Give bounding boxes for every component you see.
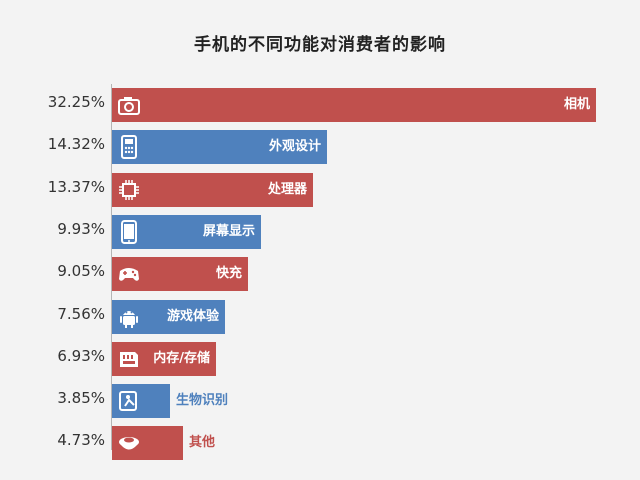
value-label: 3.85% bbox=[57, 389, 105, 408]
category-label: 内存/存储 bbox=[153, 350, 210, 366]
value-label: 32.25% bbox=[47, 93, 105, 111]
category-label: 外观设计 bbox=[268, 139, 321, 155]
category-label: 快充 bbox=[215, 266, 242, 282]
value-label: 9.05% bbox=[57, 262, 105, 281]
value-label: 13.37% bbox=[47, 177, 105, 196]
bowl-icon bbox=[116, 430, 142, 456]
value-label: 7.56% bbox=[57, 304, 105, 323]
bar: 游戏体验 bbox=[112, 299, 225, 334]
y-axis-line bbox=[111, 84, 112, 450]
category-label: 相机 bbox=[563, 97, 590, 112]
value-label: 9.93% bbox=[57, 219, 105, 238]
bar: 快充 bbox=[112, 257, 248, 292]
camera-icon bbox=[116, 92, 142, 118]
chip-icon bbox=[116, 177, 142, 203]
category-label: 生物识别 bbox=[176, 393, 229, 409]
fingerprint-icon bbox=[116, 388, 142, 414]
category-label: 游戏体验 bbox=[166, 308, 219, 324]
bar: 相机 bbox=[112, 88, 596, 122]
memory-card-icon bbox=[116, 346, 142, 372]
android-icon bbox=[116, 304, 142, 330]
phone-keypad-icon bbox=[116, 134, 142, 160]
bar: 生物识别 bbox=[112, 384, 228, 419]
bar: 内存/存储 bbox=[112, 341, 216, 376]
value-label: 4.73% bbox=[57, 431, 105, 450]
value-label: 6.93% bbox=[57, 346, 105, 365]
gamepad-icon bbox=[116, 261, 142, 287]
bar: 其他 bbox=[112, 426, 215, 461]
category-label: 其他 bbox=[189, 435, 216, 451]
smartphone-icon bbox=[116, 219, 142, 245]
value-label: 14.32% bbox=[47, 135, 105, 154]
chart-title: 手机的不同功能对消费者的影响 bbox=[194, 35, 446, 55]
bar: 处理器 bbox=[112, 172, 313, 207]
category-label: 屏幕显示 bbox=[202, 223, 255, 239]
category-label: 处理器 bbox=[267, 181, 307, 197]
bar: 屏幕显示 bbox=[112, 214, 261, 249]
bar: 外观设计 bbox=[112, 130, 327, 165]
